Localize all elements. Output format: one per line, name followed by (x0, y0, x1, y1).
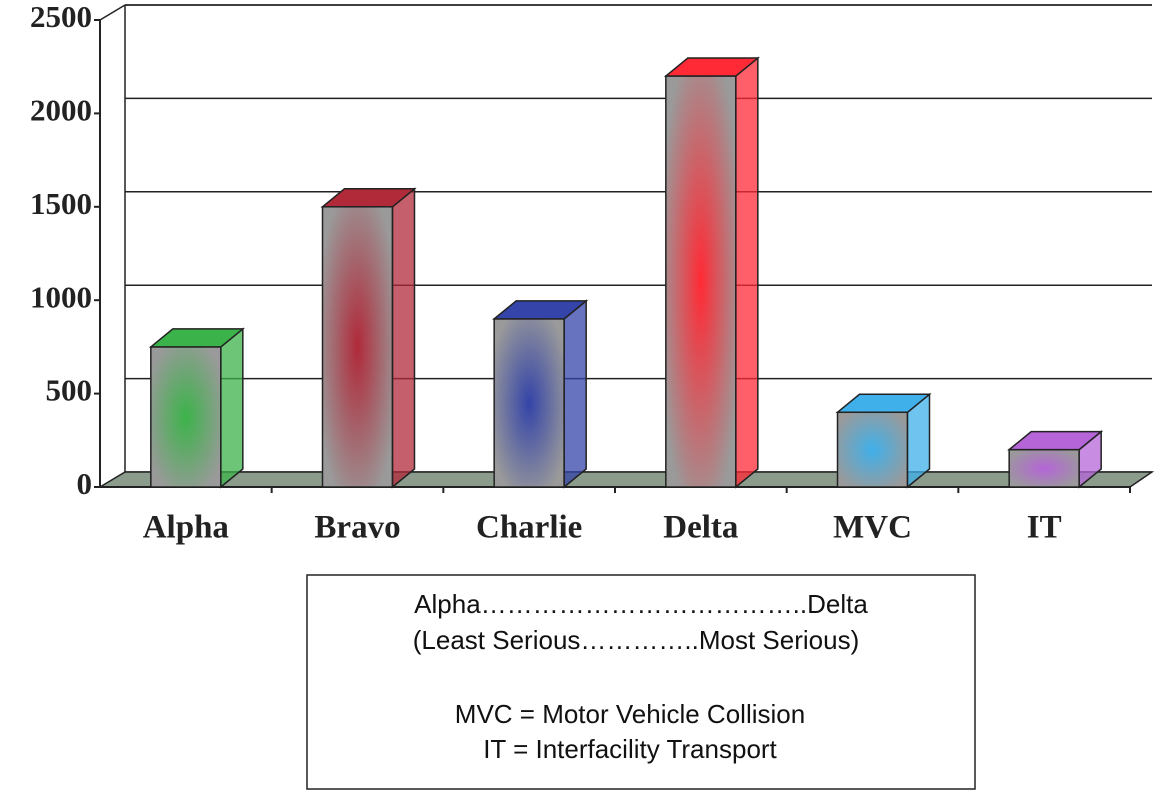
x-tick-label: MVC (833, 510, 912, 546)
y-tick-label: 2500 (30, 0, 92, 34)
bar (150, 346, 222, 488)
x-tick-label: Delta (663, 510, 738, 546)
x-tick-label: Charlie (476, 510, 582, 546)
bar (665, 75, 737, 488)
floor (97, 471, 1154, 488)
bar-top (320, 188, 417, 208)
annotation: IT = Interfacility Transport (483, 734, 777, 764)
bar-top (1007, 430, 1104, 451)
x-tick-label: Bravo (314, 510, 400, 546)
annotation: MVC = Motor Vehicle Collision (455, 699, 805, 729)
bar (321, 206, 394, 488)
bar-side (391, 187, 416, 489)
y-tick-label: 0 (77, 466, 93, 501)
y-tick-label: 1000 (30, 279, 92, 314)
bar-side (563, 299, 587, 489)
x-tick-label: Alpha (143, 510, 229, 546)
wall-top-edge (99, 4, 126, 21)
bar-top (663, 57, 760, 77)
y-tick-label: 2000 (30, 93, 92, 128)
bar-top (492, 300, 589, 320)
x-tick-label: IT (1027, 510, 1062, 546)
bar (1008, 448, 1080, 488)
bar-side (735, 56, 759, 489)
y-tick-label: 1500 (30, 186, 92, 221)
back-wall (100, 5, 1152, 487)
annotation: (Least Serious…………..Most Serious) (413, 625, 859, 655)
bar-top (835, 393, 932, 414)
legend-box (306, 574, 976, 790)
annotation: Alpha………………………………..Delta (414, 589, 868, 619)
bar (493, 318, 565, 488)
bar (836, 411, 909, 488)
y-tick-label: 500 (46, 373, 93, 408)
bar-side (220, 327, 244, 489)
bar-top (148, 328, 245, 348)
